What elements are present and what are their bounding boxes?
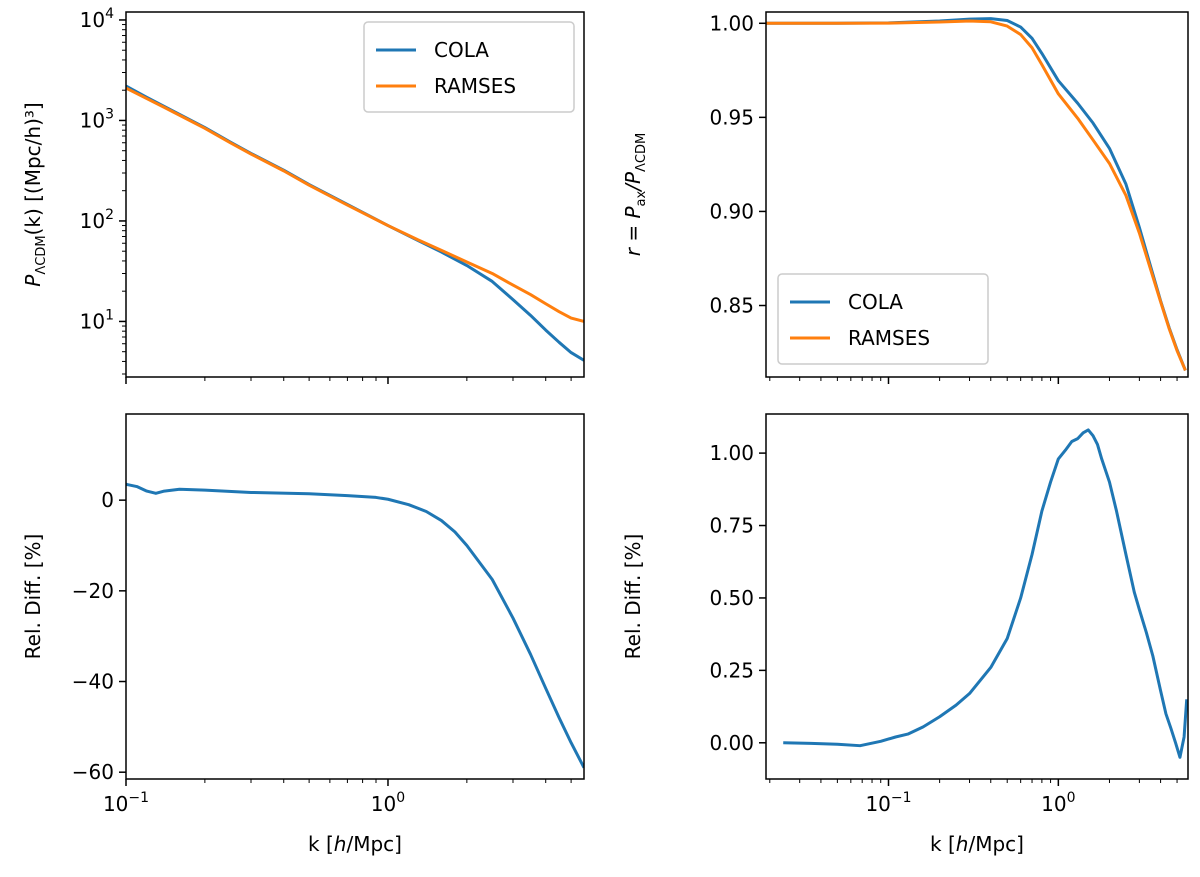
y-tick-label: −20	[72, 579, 114, 603]
y-tick-label: 0.90	[709, 199, 754, 223]
chart-power_spectrum: 101 102 103 104 PΛCDM(k) [(Mpc/h)³] COLA RAMSE…	[21, 6, 585, 384]
legend-label-ramses: RAMSES	[848, 326, 930, 350]
series-line-ramses	[766, 19, 1187, 371]
x-tick-label: 100	[371, 790, 405, 816]
y-tick-label: 1.00	[709, 441, 754, 465]
axes-frame	[765, 11, 1189, 378]
x-tick-label: 10−1	[865, 790, 911, 816]
axes-frame	[765, 413, 1189, 780]
y-tick-label: 1.00	[709, 11, 754, 35]
y-tick-label: 0.50	[709, 586, 754, 610]
y-tick-label: −40	[72, 670, 114, 694]
y-axis-label: PΛCDM(k) [(Mpc/h)³]	[21, 102, 49, 286]
legend-label-cola: COLA	[848, 290, 903, 314]
y-tick-label: 0.75	[709, 514, 754, 538]
y-tick-label: 102	[80, 207, 114, 233]
x-tick-label: 100	[1041, 790, 1075, 816]
x-tick-label: 10−1	[103, 790, 149, 816]
y-tick-label: 0.00	[709, 731, 754, 755]
y-tick-label: 0.85	[709, 294, 754, 318]
series-line-cola	[126, 84, 584, 362]
legend-box	[363, 21, 575, 113]
y-tick-label: 0.25	[709, 658, 754, 682]
y-tick-label: 0.95	[709, 105, 754, 129]
legend-label-ramses: RAMSES	[434, 74, 516, 98]
chart-power_spectrum_rel_diff: 10−1 100 0 −20 −40 −60 Rel. Diff. [%] k [h/Mpc]	[21, 413, 585, 856]
legend: COLA RAMSES	[777, 273, 989, 365]
axes-frame	[125, 413, 585, 780]
y-tick-label: −60	[72, 760, 114, 784]
legend: COLA RAMSES	[363, 21, 575, 113]
y-tick-label: 103	[80, 106, 114, 132]
series-line-ramses	[126, 86, 584, 323]
legend-box	[777, 273, 989, 365]
series-line-rel-diff-	[126, 482, 584, 769]
x-axis-label: k [h/Mpc]	[930, 832, 1024, 856]
y-tick-label: 0	[101, 488, 114, 512]
chart-ratio: 0.85 0.90 0.95 1.00 r = Pax/PΛCDM COLA RAMSES	[621, 11, 1189, 384]
legend-label-cola: COLA	[434, 38, 489, 62]
chart-ratio_rel_diff: 10−1 100 0.00 0.25 0.50 0.75 1.00 Rel. Diff. [%…	[621, 413, 1189, 856]
y-axis-label: Rel. Diff. [%]	[621, 534, 645, 660]
series-line-rel-diff-	[783, 428, 1188, 759]
y-axis-label: Rel. Diff. [%]	[21, 534, 45, 660]
x-axis-label: k [h/Mpc]	[308, 832, 402, 856]
y-tick-label: 104	[80, 6, 114, 32]
y-tick-label: 101	[80, 307, 114, 333]
axes-frame	[125, 11, 585, 378]
y-axis-label: r = Pax/PΛCDM	[621, 133, 649, 256]
